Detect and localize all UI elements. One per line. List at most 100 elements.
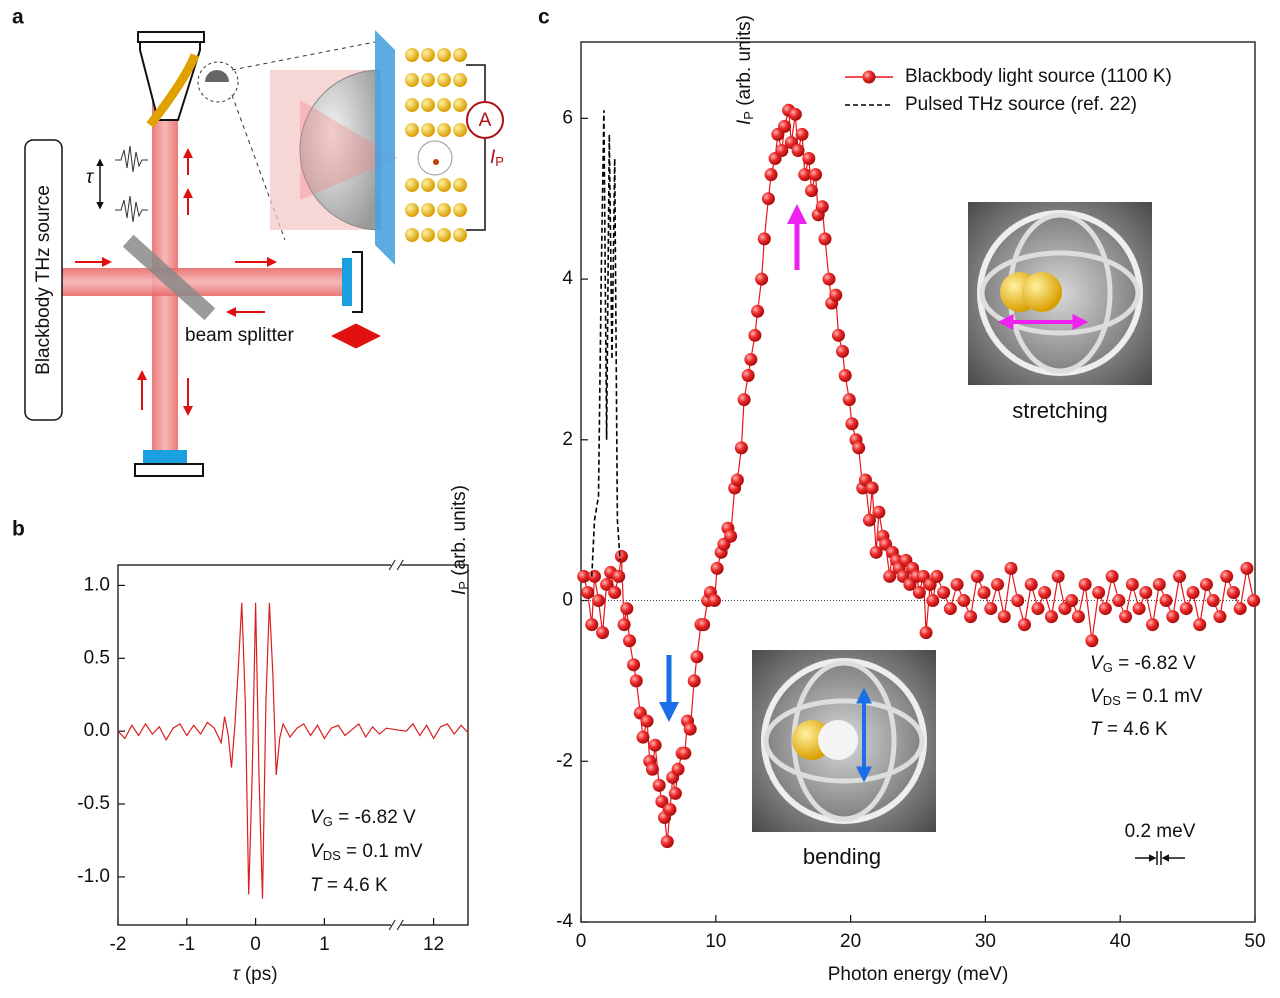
- data-point: [1179, 602, 1193, 616]
- ammeter-label: A: [479, 110, 492, 131]
- data-point: [724, 529, 738, 543]
- annotation-symbol: V: [310, 807, 325, 828]
- data-point: [1173, 569, 1187, 583]
- data-point: [581, 586, 595, 600]
- panel-label: b: [12, 518, 25, 541]
- data-point: [1011, 594, 1025, 608]
- data-point: [919, 626, 933, 640]
- data-point: [964, 610, 978, 624]
- data-point: [977, 586, 991, 600]
- data-point: [737, 393, 751, 407]
- legend-label: Pulsed THz source (ref. 22): [905, 94, 1137, 115]
- data-point: [730, 473, 744, 487]
- data-point: [943, 602, 957, 616]
- data-point: [1092, 586, 1106, 600]
- axis-break: [391, 559, 402, 571]
- data-point: [1017, 618, 1031, 632]
- data-point: [707, 594, 721, 608]
- data-point: [829, 288, 843, 302]
- data-point: [869, 545, 883, 559]
- data-point: [1220, 569, 1234, 583]
- annotation-symbol: V: [1090, 653, 1105, 674]
- data-point: [1085, 634, 1099, 648]
- inset-bending: [752, 650, 936, 832]
- x-tick-label: 10: [705, 931, 726, 952]
- x-tick-label: 0: [576, 931, 587, 952]
- y-tick-label: -1.0: [77, 866, 110, 887]
- data-point: [668, 786, 682, 800]
- data-point: [991, 577, 1005, 591]
- x-tick-label: -2: [110, 934, 127, 955]
- x-tick-label: 1: [319, 934, 330, 955]
- annotation-text: = -6.82 V: [333, 807, 416, 828]
- current-label: IP: [490, 147, 504, 169]
- x-axis-label: τ (ps): [232, 964, 277, 985]
- data-point: [1125, 577, 1139, 591]
- annotation-symbol: V: [310, 841, 325, 862]
- data-point: [678, 746, 692, 760]
- panel-label: a: [12, 6, 24, 29]
- data-point: [1024, 577, 1038, 591]
- y-axis-label-symbol: I: [734, 119, 755, 125]
- axis-break: [396, 559, 404, 571]
- data-point: [984, 602, 998, 616]
- data-point: [671, 762, 685, 776]
- data-point: [788, 107, 802, 121]
- data-point: [1159, 594, 1173, 608]
- data-point: [1193, 618, 1207, 632]
- y-axis-label: IP (arb. units): [449, 485, 471, 595]
- x-axis-label-text: Photon energy (meV): [828, 964, 1009, 985]
- x-tick-label: 30: [975, 931, 996, 952]
- data-point: [600, 577, 614, 591]
- annotation: VG = -6.82 V: [1090, 653, 1196, 675]
- data-point: [734, 441, 748, 455]
- data-point: [710, 561, 724, 575]
- data-point: [596, 626, 610, 640]
- data-point: [795, 127, 809, 141]
- data-point: [655, 794, 669, 808]
- data-point: [997, 610, 1011, 624]
- x-axis-label-symbol: τ: [232, 964, 241, 985]
- x-tick-label: 12: [423, 934, 444, 955]
- data-point: [697, 618, 711, 632]
- annotation-text: = 0.1 mV: [341, 841, 423, 862]
- data-point: [883, 569, 897, 583]
- data-point: [809, 168, 823, 182]
- annotation: VDS = 0.1 mV: [1090, 686, 1203, 708]
- data-point: [761, 192, 775, 206]
- y-tick-label: 2: [562, 429, 573, 450]
- data-point: [1031, 602, 1045, 616]
- data-point: [587, 569, 601, 583]
- data-point: [815, 200, 829, 214]
- data-point: [755, 272, 769, 286]
- resolution-marker: [1135, 851, 1185, 865]
- y-tick-label: 0.0: [84, 720, 110, 741]
- data-point: [798, 168, 812, 182]
- data-point: [652, 778, 666, 792]
- data-point: [748, 328, 762, 342]
- axis-break: [391, 919, 402, 931]
- data-point: [802, 152, 816, 166]
- annotation-sub: G: [1103, 660, 1113, 675]
- data-point: [818, 232, 832, 246]
- splitter-label: beam splitter: [185, 325, 294, 346]
- legend-swatch: [862, 70, 876, 84]
- y-tick-label: -0.5: [77, 793, 110, 814]
- data-point: [1233, 602, 1247, 616]
- data-point: [950, 577, 964, 591]
- data-point: [741, 369, 755, 383]
- data-point: [645, 762, 659, 776]
- data-point: [845, 417, 859, 431]
- data-point: [822, 272, 836, 286]
- y-axis-label-sub: P: [456, 581, 471, 590]
- data-point: [1247, 594, 1261, 608]
- axis-break: [388, 919, 396, 931]
- data-point: [577, 569, 591, 583]
- data-point: [1119, 610, 1133, 624]
- x-tick-label: 20: [840, 931, 861, 952]
- x-axis-label: Photon energy (meV): [828, 964, 1009, 985]
- y-tick-label: 1.0: [84, 574, 110, 595]
- data-point: [1051, 569, 1065, 583]
- data-point: [1098, 602, 1112, 616]
